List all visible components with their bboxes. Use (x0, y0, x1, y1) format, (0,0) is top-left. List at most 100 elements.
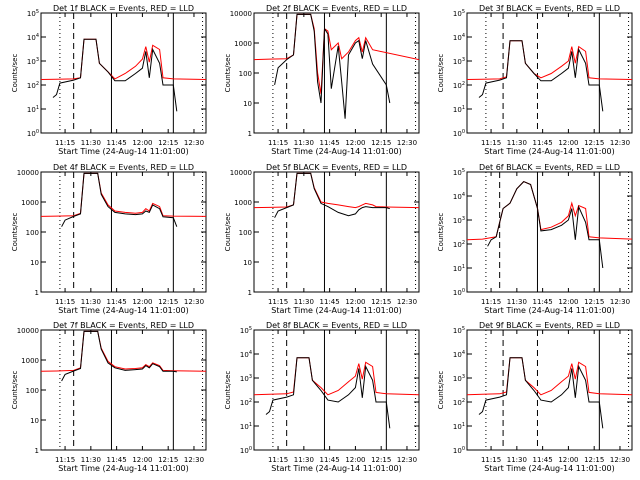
x-tick-label: 12:00 (558, 456, 578, 464)
y-axis-label: Counts/sec (437, 54, 445, 93)
x-tick-label: 12:00 (345, 139, 365, 147)
y-tick-label: 104 (240, 350, 252, 359)
y-tick-label: 105 (453, 168, 465, 177)
y-tick-label: 100 (239, 229, 252, 237)
x-tick-label: 12:15 (371, 139, 391, 147)
y-tick-label: 104 (453, 192, 465, 201)
x-tick-label: 11:30 (81, 456, 101, 464)
y-tick-label: 100 (240, 446, 252, 455)
x-tick-label: 11:30 (294, 456, 314, 464)
x-tick-label: 11:30 (507, 456, 527, 464)
y-tick-label: 103 (240, 374, 252, 383)
y-tick-label: 100 (26, 229, 39, 237)
plot-frame (466, 12, 633, 134)
x-tick-label: 11:45 (533, 456, 553, 464)
y-axis-label: Counts/sec (11, 213, 19, 252)
x-axis-label: Start Time (24-Aug-14 11:01:00) (58, 464, 189, 473)
y-tick-label: 100 (453, 288, 465, 297)
y-tick-label: 105 (453, 9, 465, 18)
panel-title: Det 2f BLACK = Events, RED = LLD (266, 4, 407, 13)
panel-title: Det 1f BLACK = Events, RED = LLD (53, 4, 194, 13)
panel-det-1f: 11:15 11:30 11:45 12:00 12:15 12:30 100 101 102 1… (11, 4, 207, 156)
x-axis-label: Start Time (24-Aug-14 11:01:00) (271, 464, 402, 473)
y-tick-label: 1000 (21, 199, 39, 207)
x-tick-label: 11:30 (507, 298, 527, 306)
y-tick-label: 10 (30, 417, 39, 425)
x-tick-label: 11:15 (481, 456, 501, 464)
y-tick-label: 103 (453, 374, 465, 383)
plot-frame (253, 12, 420, 134)
series-line-events (52, 38, 178, 112)
x-tick-label: 12:30 (184, 298, 204, 306)
panel-title: Det 4f BLACK = Events, RED = LLD (53, 163, 194, 172)
x-tick-label: 11:45 (107, 298, 127, 306)
y-tick-label: 1 (35, 289, 39, 297)
panel-title: Det 9f BLACK = Events, RED = LLD (479, 321, 620, 330)
y-tick-label: 100 (453, 446, 465, 455)
y-tick-label: 10000 (230, 169, 252, 177)
y-tick-label: 101 (27, 105, 39, 114)
y-tick-label: 101 (453, 422, 465, 431)
y-tick-label: 1000 (234, 40, 252, 48)
panel-det-7f: 11:15 11:30 11:45 12:00 12:15 12:30 1 10 100 1000… (11, 321, 207, 473)
y-tick-label: 10000 (230, 10, 252, 18)
series-line-lld (41, 38, 206, 80)
x-tick-label: 11:45 (107, 139, 127, 147)
series-line-lld (41, 172, 206, 217)
x-axis-label: Start Time (24-Aug-14 11:01:00) (484, 464, 615, 473)
x-tick-label: 12:15 (371, 298, 391, 306)
x-tick-label: 12:30 (610, 139, 630, 147)
y-tick-label: 105 (240, 326, 252, 335)
x-tick-label: 12:00 (558, 139, 578, 147)
series-line-lld (41, 330, 206, 372)
x-tick-label: 11:15 (268, 456, 288, 464)
y-tick-label: 10 (243, 259, 252, 267)
panel-det-9f: 11:15 11:30 11:45 12:00 12:15 12:30 100 101 102 1… (437, 321, 633, 473)
x-tick-label: 12:00 (132, 456, 152, 464)
x-tick-label: 12:15 (584, 139, 604, 147)
y-tick-label: 105 (453, 326, 465, 335)
y-tick-label: 100 (453, 129, 465, 138)
y-tick-label: 1 (35, 447, 39, 455)
y-tick-label: 103 (27, 57, 39, 66)
plot-frame (40, 329, 207, 451)
panel-title: Det 8f BLACK = Events, RED = LLD (266, 321, 407, 330)
y-tick-label: 101 (453, 264, 465, 273)
x-tick-label: 11:15 (268, 298, 288, 306)
y-tick-label: 10000 (17, 169, 39, 177)
panel-det-2f: 11:15 11:30 11:45 12:00 12:15 12:30 1 10 100 1000… (224, 4, 420, 156)
series-line-events (478, 40, 604, 112)
y-axis-label: Counts/sec (224, 54, 232, 93)
y-tick-label: 1000 (21, 357, 39, 365)
x-tick-label: 11:30 (294, 139, 314, 147)
y-tick-label: 10 (243, 100, 252, 108)
panel-det-5f: 11:15 11:30 11:45 12:00 12:15 12:30 1 10 100 1000… (224, 163, 420, 315)
y-tick-label: 102 (453, 81, 465, 90)
plot-frame (40, 12, 207, 134)
x-tick-label: 11:45 (533, 139, 553, 147)
y-tick-label: 104 (453, 33, 465, 42)
x-tick-label: 12:15 (584, 456, 604, 464)
y-axis-label: Counts/sec (11, 54, 19, 93)
x-tick-label: 11:30 (294, 298, 314, 306)
x-tick-label: 12:30 (184, 139, 204, 147)
y-tick-label: 105 (27, 9, 39, 18)
x-tick-label: 12:00 (132, 139, 152, 147)
x-tick-label: 11:15 (55, 298, 75, 306)
x-tick-label: 12:00 (558, 298, 578, 306)
y-tick-label: 102 (453, 240, 465, 249)
x-tick-label: 12:15 (158, 139, 178, 147)
y-tick-label: 103 (453, 57, 465, 66)
x-tick-label: 12:30 (184, 456, 204, 464)
y-tick-label: 104 (453, 350, 465, 359)
y-tick-label: 100 (26, 387, 39, 395)
panel-det-4f: 11:15 11:30 11:45 12:00 12:15 12:30 1 10 100 1000… (11, 163, 207, 315)
y-axis-label: Counts/sec (437, 213, 445, 252)
series-line-lld (467, 181, 632, 241)
x-tick-label: 11:45 (320, 139, 340, 147)
series-line-events (274, 172, 390, 218)
x-tick-label: 12:30 (397, 456, 417, 464)
panel-title: Det 5f BLACK = Events, RED = LLD (266, 163, 407, 172)
x-tick-label: 12:00 (345, 456, 365, 464)
y-tick-label: 10000 (17, 327, 39, 335)
